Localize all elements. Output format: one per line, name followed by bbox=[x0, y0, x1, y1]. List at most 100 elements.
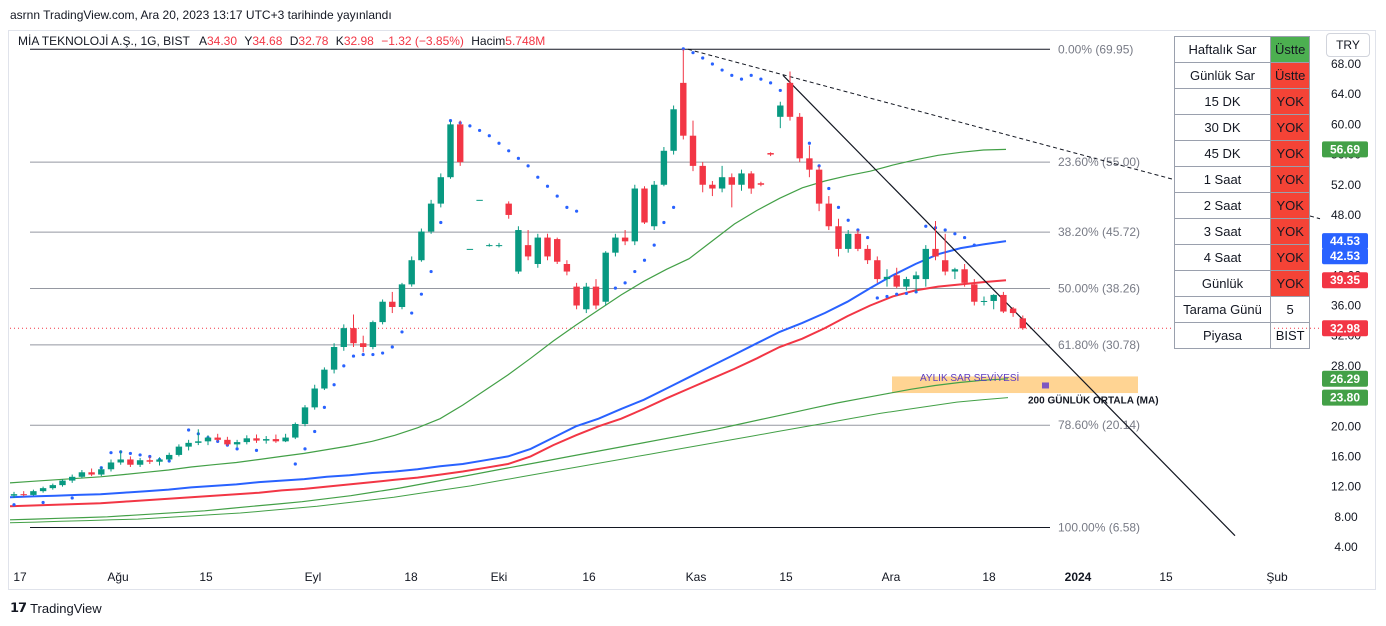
sar-dot bbox=[691, 51, 695, 55]
candle-body bbox=[592, 286, 600, 306]
sar-dot bbox=[313, 429, 317, 434]
scan-label: Günlük bbox=[1174, 270, 1271, 297]
sar-dot bbox=[400, 330, 404, 334]
sar-dot bbox=[322, 405, 326, 409]
sar-dot bbox=[866, 235, 870, 240]
sar-dot bbox=[545, 184, 550, 188]
candle-body bbox=[195, 441, 202, 443]
sar-dot bbox=[526, 164, 530, 168]
time-axis: 17 Ağu 15 Eyl 18 Eki 16 Kas 15 Ara 18 2024 15 Şub bbox=[13, 570, 1288, 584]
candle-body bbox=[660, 150, 668, 185]
sar-dot bbox=[924, 224, 928, 228]
parabolic-sar bbox=[12, 47, 976, 507]
scan-row: Haftalık Sar Üstte bbox=[1174, 36, 1311, 63]
candle-body bbox=[534, 237, 541, 264]
open-value: 34.30 bbox=[206, 34, 238, 48]
sar-dot bbox=[662, 220, 666, 225]
sar-dot bbox=[468, 124, 472, 128]
candle-body bbox=[457, 124, 464, 163]
scan-value: YOK bbox=[1269, 192, 1311, 219]
candle-body bbox=[166, 454, 173, 460]
candle-body bbox=[864, 248, 871, 261]
scan-label: 15 DK bbox=[1174, 88, 1271, 115]
sar-dot bbox=[739, 77, 744, 81]
candle-body bbox=[883, 276, 891, 280]
scan-label: 2 Saat bbox=[1174, 192, 1271, 219]
candle-body bbox=[98, 469, 105, 475]
annotation-ma200: 200 GÜNLÜK ORTALA (MA) bbox=[1028, 394, 1159, 407]
x-tick-label: Ağu bbox=[107, 570, 128, 584]
sar-dot bbox=[187, 428, 191, 432]
scan-value: 5 bbox=[1269, 296, 1311, 323]
low-value: 32.78 bbox=[298, 34, 329, 48]
candle-body bbox=[476, 199, 483, 201]
sar-dot bbox=[361, 352, 365, 357]
open-label: A bbox=[198, 34, 207, 48]
candle-body bbox=[185, 442, 192, 447]
candle-body bbox=[418, 231, 425, 261]
sar-dot bbox=[254, 448, 259, 452]
candle-body bbox=[718, 177, 726, 189]
ma-green-200-line bbox=[9, 378, 1009, 521]
sar-dot bbox=[138, 453, 142, 457]
sar-dot bbox=[70, 496, 74, 500]
candle-body bbox=[835, 226, 842, 249]
high-value: 34.68 bbox=[252, 34, 283, 48]
candle-body bbox=[796, 116, 803, 159]
sar-dot bbox=[827, 186, 831, 191]
fib-label: 0.00% (69.95) bbox=[1058, 42, 1133, 56]
candle-body bbox=[990, 294, 997, 301]
low-label: D bbox=[289, 34, 299, 48]
y-tick-label: 60.00 bbox=[1331, 117, 1361, 131]
candle-body bbox=[854, 233, 862, 249]
price-badge-label: 56.69 bbox=[1330, 142, 1360, 156]
sar-dot bbox=[701, 56, 705, 60]
currency-button[interactable]: TRY bbox=[1326, 33, 1370, 57]
scan-row: 15 DK YOK bbox=[1174, 88, 1311, 115]
x-tick-label: 17 bbox=[13, 570, 27, 584]
candle-body bbox=[699, 165, 706, 185]
sar-dot bbox=[730, 73, 734, 77]
candle-body bbox=[156, 459, 163, 462]
sar-dot bbox=[410, 311, 414, 315]
candle-body bbox=[651, 184, 658, 227]
footer-brand-text: TradingView bbox=[30, 600, 102, 616]
candle-body bbox=[563, 263, 571, 272]
sar-dot bbox=[351, 354, 356, 358]
scan-value: YOK bbox=[1269, 270, 1311, 297]
close-value: 32.98 bbox=[343, 34, 374, 48]
sar-dot bbox=[487, 134, 491, 138]
x-tick-label: Eki bbox=[491, 570, 508, 584]
scan-label: 1 Saat bbox=[1174, 166, 1271, 193]
candle-body bbox=[670, 109, 677, 151]
sar-dot bbox=[109, 451, 113, 455]
ma-red-line bbox=[9, 279, 1007, 508]
scan-row: Piyasa BIST bbox=[1174, 322, 1311, 349]
sar-dot bbox=[390, 345, 394, 349]
candle-body bbox=[845, 233, 852, 249]
candle-body bbox=[204, 437, 212, 442]
price-badge-label: 39.35 bbox=[1330, 273, 1360, 287]
candle-body bbox=[69, 476, 76, 481]
y-tick-label: 12.00 bbox=[1331, 480, 1361, 494]
sar-dot bbox=[41, 500, 45, 505]
candle-body bbox=[893, 275, 900, 287]
ma-green-line bbox=[9, 148, 1007, 484]
sar-dot bbox=[953, 232, 957, 236]
candle-body bbox=[825, 203, 832, 227]
candle-body bbox=[389, 301, 396, 308]
scan-value: YOK bbox=[1269, 244, 1311, 271]
sar-dot bbox=[332, 383, 336, 387]
candle-body bbox=[214, 437, 221, 440]
fib-label: 23.60% (55.00) bbox=[1058, 155, 1140, 169]
sar-dot bbox=[778, 88, 782, 93]
price-badge-label: 42.53 bbox=[1330, 249, 1360, 263]
candle-body bbox=[903, 279, 910, 287]
scan-value: YOK bbox=[1269, 88, 1311, 115]
scan-label: 30 DK bbox=[1174, 114, 1271, 141]
scan-value: YOK bbox=[1269, 166, 1311, 193]
sar-dot bbox=[565, 205, 569, 209]
candle-body bbox=[767, 153, 774, 155]
